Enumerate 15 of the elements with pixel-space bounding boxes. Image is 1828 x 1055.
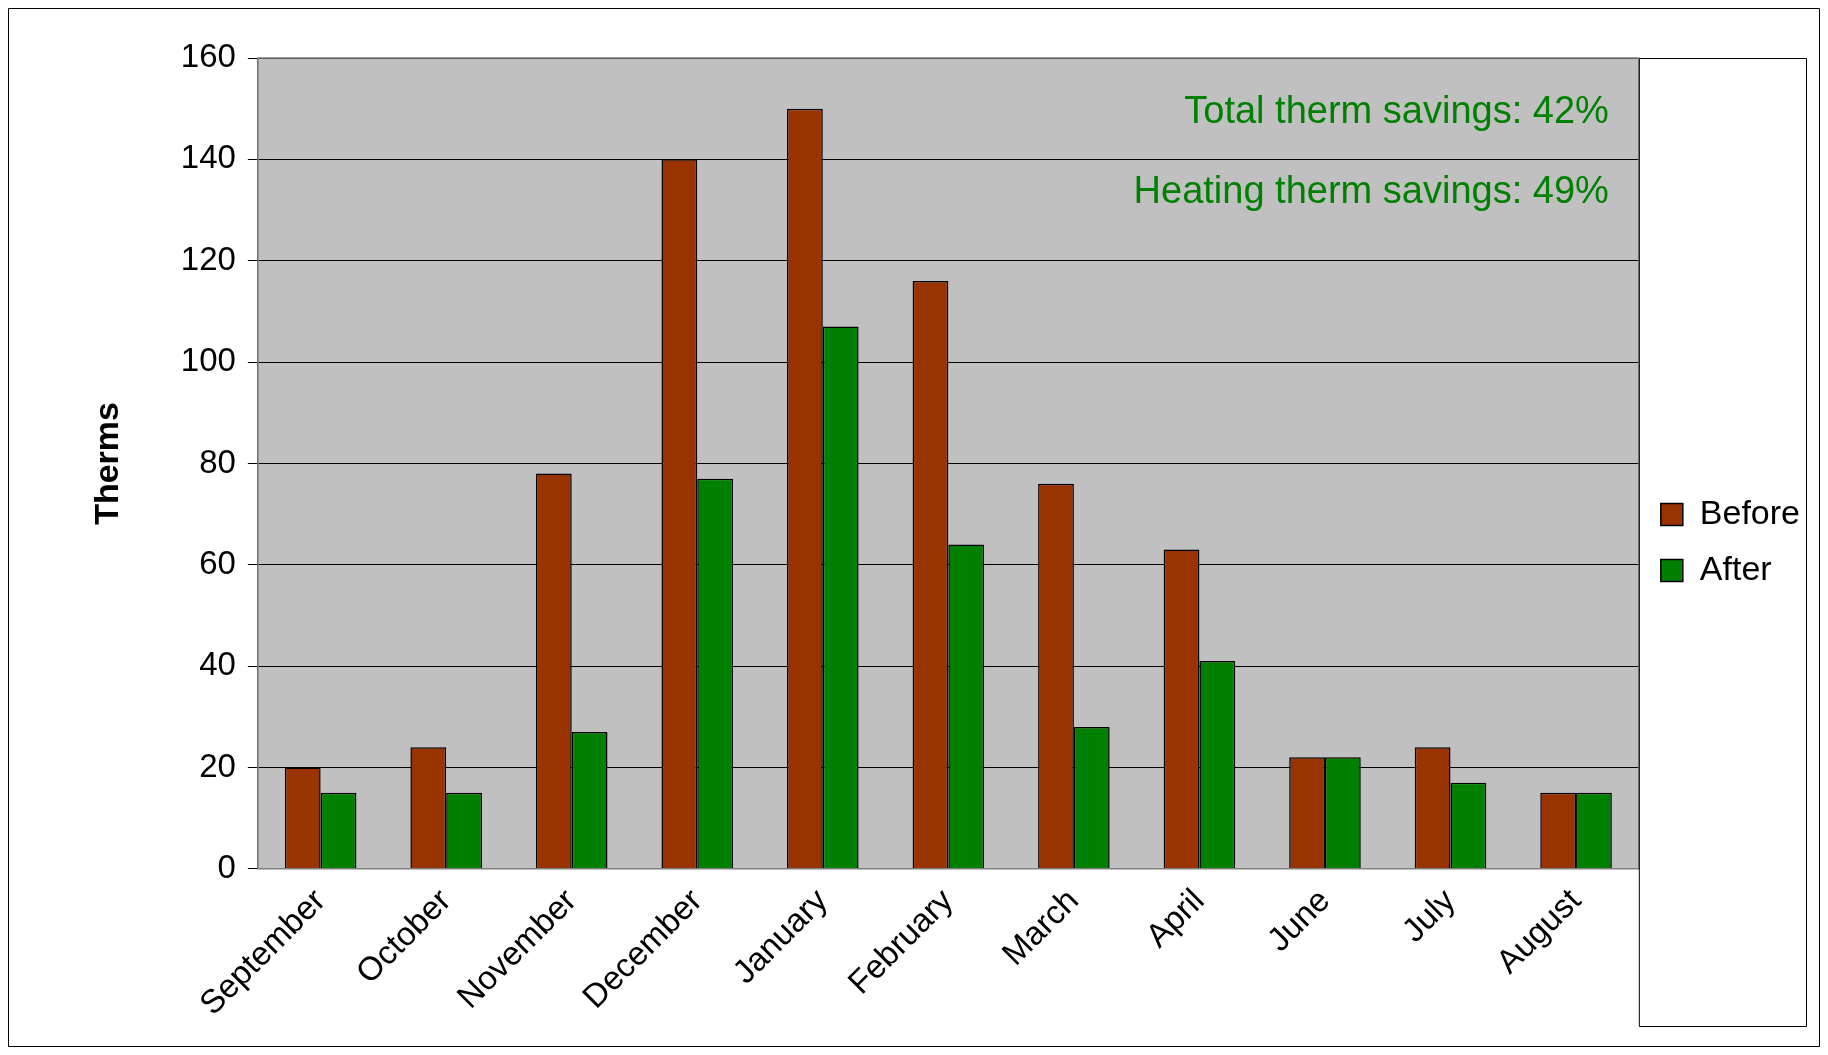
y-tick-label: 80 — [199, 442, 236, 480]
y-tick-label: 100 — [180, 341, 236, 379]
y-tick-label: 20 — [199, 746, 236, 784]
y-axis-title: Therms — [86, 402, 125, 525]
x-tick-label: July — [1394, 880, 1463, 949]
y-tick-label: 160 — [180, 37, 236, 75]
y-tick-label: 0 — [217, 847, 236, 885]
annotation: Total therm savings: 42% — [1184, 89, 1609, 132]
y-tick-label: 120 — [180, 239, 236, 277]
y-tick-label: 60 — [199, 543, 236, 581]
legend-label: After — [1699, 548, 1772, 587]
legend-label: Before — [1699, 492, 1801, 531]
y-tick-label: 140 — [180, 138, 236, 176]
y-tick-label: 40 — [199, 645, 236, 683]
annotation: Heating therm savings: 49% — [1133, 169, 1609, 212]
